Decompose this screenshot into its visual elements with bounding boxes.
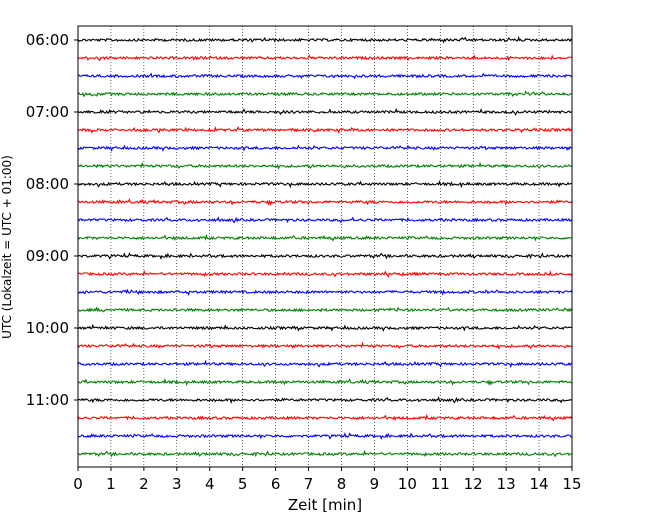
x-tick-label: 10 <box>398 475 417 493</box>
trace-line <box>77 449 573 458</box>
trace-line <box>77 179 573 189</box>
trace-line <box>77 396 573 405</box>
x-tick-label: 14 <box>530 475 549 493</box>
x-tick-label: 9 <box>370 475 380 493</box>
x-tick-label: 12 <box>464 475 483 493</box>
y-tick-label: 06:00 <box>26 31 69 49</box>
trace-line <box>77 341 573 350</box>
y-tick-label: 07:00 <box>26 103 69 121</box>
trace-line <box>77 161 573 170</box>
trace-line <box>77 54 573 62</box>
trace-line <box>77 107 573 116</box>
trace-line <box>77 233 573 242</box>
trace-line <box>77 377 573 387</box>
trace-line <box>77 90 573 98</box>
seismic-traces <box>77 35 573 458</box>
trace-line <box>77 288 573 297</box>
x-tick-label: 13 <box>497 475 516 493</box>
y-axis-ticks: 06:00 07:00 08:00 09:00 10:00 11:00 <box>26 31 78 409</box>
trace-line <box>77 72 573 80</box>
trace-line <box>77 269 573 278</box>
x-tick-label: 11 <box>431 475 450 493</box>
y-tick-label: 11:00 <box>26 391 69 409</box>
x-tick-label: 1 <box>106 475 116 493</box>
x-tick-label: 5 <box>238 475 248 493</box>
trace-line <box>77 198 573 206</box>
trace-line <box>77 216 573 224</box>
x-tick-label: 7 <box>304 475 314 493</box>
y-axis-label: UTC (Lokalzeit = UTC + 01:00) <box>0 155 14 339</box>
x-tick-label: 4 <box>205 475 215 493</box>
trace-line <box>77 359 573 369</box>
x-axis-label: Zeit [min] <box>288 496 362 514</box>
trace-line <box>77 306 573 313</box>
trace-line <box>77 432 573 441</box>
y-tick-label: 09:00 <box>26 247 69 265</box>
x-tick-label: 15 <box>562 475 581 493</box>
trace-line <box>77 35 573 44</box>
trace-line <box>77 413 573 422</box>
x-tick-label: 0 <box>73 475 83 493</box>
trace-line <box>77 125 573 134</box>
x-tick-label: 2 <box>139 475 149 493</box>
y-tick-label: 10:00 <box>26 319 69 337</box>
plot-frame <box>77 25 573 468</box>
x-axis-ticks: 0 1 2 3 4 5 6 7 8 9 10 11 12 13 14 15 <box>73 467 582 493</box>
trace-line <box>77 144 573 152</box>
x-tick-label: 3 <box>172 475 182 493</box>
x-tick-label: 8 <box>337 475 347 493</box>
y-tick-label: 08:00 <box>26 175 69 193</box>
trace-line <box>77 252 573 261</box>
x-tick-label: 6 <box>271 475 281 493</box>
trace-line <box>77 323 573 332</box>
